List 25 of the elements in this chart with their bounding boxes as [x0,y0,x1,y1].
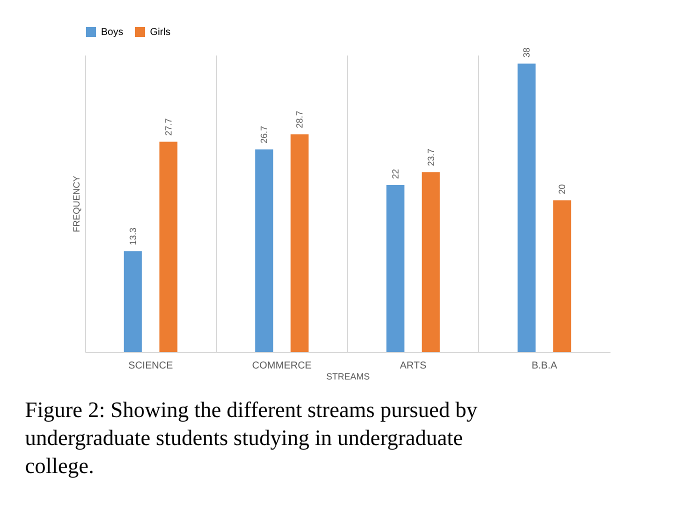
caption: Figure 2: Showing the different streams pursued by undergraduate students studying in undergraduate college. [25,397,478,478]
legend-label: Girls [150,27,171,38]
data-label: 27.7 [163,118,174,136]
data-label: 23.7 [426,148,436,166]
bar [159,142,178,352]
bar [553,200,572,352]
x-tick-label: B.B.A [532,360,558,372]
data-label: 38 [522,48,532,58]
data-label: 26.7 [259,126,270,144]
bar [518,64,536,352]
bar [386,185,404,352]
x-tick-label: SCIENCE [128,360,174,372]
x-axis-title: STREAMS [326,372,370,382]
data-label: 22 [390,169,400,180]
data-label: 13.3 [128,228,138,246]
bar [124,251,142,352]
legend-label: Boys [101,27,124,38]
data-label: 28.7 [294,110,305,128]
data-label: 20 [557,184,568,194]
x-tick-label: ARTS [400,360,427,372]
y-axis-title: FREQUENCY [72,176,82,232]
x-tick-label: COMMERCE [252,360,312,372]
bar [290,134,309,352]
bar [422,172,440,352]
bar [255,149,274,352]
